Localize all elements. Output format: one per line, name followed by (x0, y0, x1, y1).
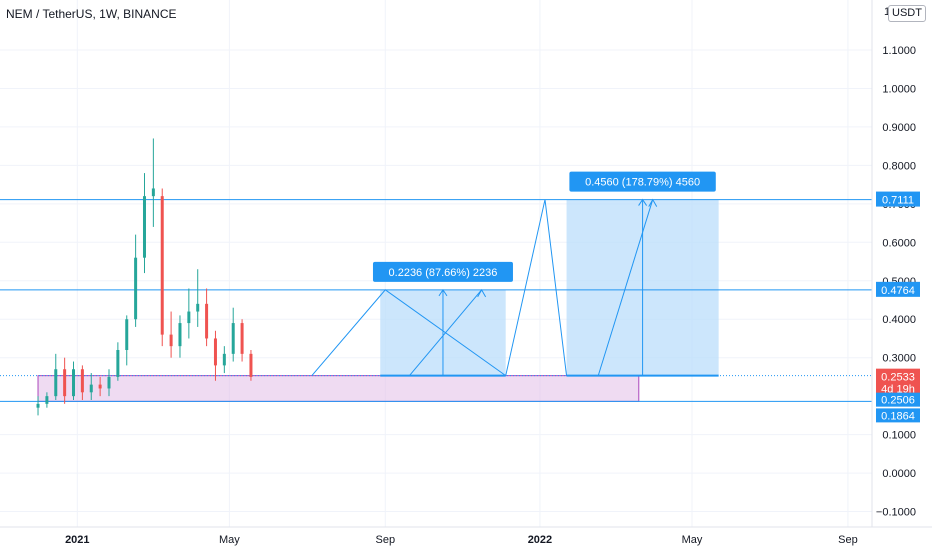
y-tick-label: 0.4000 (882, 314, 916, 326)
candle-body (213, 338, 217, 366)
projection-label-box (569, 171, 716, 192)
candle-body (222, 353, 226, 366)
candle-body (231, 323, 235, 354)
candle-body (240, 323, 244, 354)
candle-body (72, 369, 76, 397)
zone-label: 0.2506 (881, 395, 915, 407)
candle-body (116, 350, 120, 377)
candle-body (89, 384, 93, 393)
chart-title: NEM / TetherUS, 1W, BINANCE (6, 7, 177, 21)
candle-body (160, 196, 164, 335)
candle-body (54, 369, 58, 397)
projection-arrow-shaft (597, 199, 654, 376)
candle-body (36, 403, 40, 408)
price-label-0476-box (876, 281, 920, 297)
x-tick-label: 2021 (65, 534, 89, 546)
zone-label-box (876, 392, 920, 407)
projection-arrow-head (648, 198, 658, 207)
y-tick-label: −0.1000 (876, 507, 916, 519)
projection-arrow-shaft (409, 289, 483, 376)
projection-measure-head (638, 198, 648, 206)
projection-measure-head (438, 288, 448, 297)
candle-body (205, 303, 209, 339)
candle-body (142, 196, 146, 258)
candle-body (151, 188, 155, 197)
y-tick-label: 0.1000 (882, 430, 916, 442)
candle-body (63, 369, 67, 397)
projection-arrow-head (477, 288, 487, 298)
price-label-0711: 0.7111 (882, 195, 914, 207)
x-tick-label: May (682, 534, 703, 546)
x-tick-label: Sep (838, 534, 858, 546)
candle-body (45, 396, 49, 404)
y-tick-label-partial: 1 (884, 6, 890, 18)
candle-body (178, 323, 182, 347)
candle-body (249, 353, 253, 377)
price-label-0186: 0.1864 (881, 410, 915, 422)
y-tick-label: 1.1000 (882, 45, 916, 57)
candle-body (196, 303, 200, 312)
y-tick-label: 0.3000 (882, 353, 916, 365)
candle-body (187, 311, 191, 324)
candle-body (107, 376, 111, 389)
projection-label: 0.2236 (87.66%) 2236 (389, 267, 498, 279)
current-price-label: 0.2533 (881, 372, 915, 384)
y-tick-label: 1.0000 (882, 83, 916, 95)
y-tick-label: 0.8000 (882, 160, 916, 172)
price-label-0711-box (876, 191, 920, 207)
y-tick-label: 0.6000 (882, 237, 916, 249)
y-tick-label: 0.0000 (882, 468, 916, 480)
candle-body (80, 369, 84, 393)
x-tick-label: May (219, 534, 240, 546)
x-tick-label: Sep (376, 534, 396, 546)
projection-label: 0.4560 (178.79%) 4560 (585, 177, 700, 189)
price-label-0476: 0.4764 (881, 285, 915, 297)
currency-selector[interactable]: USDT (888, 5, 926, 22)
price-label-0186-box (876, 408, 920, 423)
trend-line (311, 289, 506, 377)
current-price-box (876, 368, 920, 397)
candle-body (125, 319, 129, 350)
y-tick-label: 0.9000 (882, 122, 916, 134)
projection-label-box (372, 261, 513, 282)
support-zone (37, 375, 640, 402)
candle-body (134, 257, 138, 320)
x-tick-label: 2022 (528, 534, 552, 546)
candle-body (169, 334, 173, 347)
trend-line (505, 199, 568, 376)
candle-body (98, 384, 102, 389)
